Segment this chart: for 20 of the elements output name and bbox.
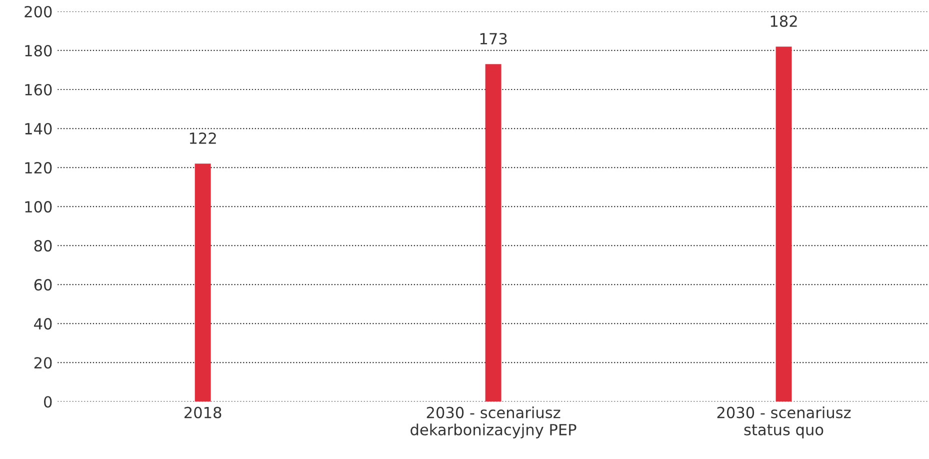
y-tick-label: 120 <box>25 162 52 174</box>
y-tick-label: 140 <box>25 122 52 135</box>
x-tick-label: 2030 - scenariusz status quo <box>717 406 851 438</box>
data-label: 182 <box>770 15 797 27</box>
y-tick-label: 200 <box>24 6 52 18</box>
bar <box>485 64 502 402</box>
y-tick-label: 0 <box>44 396 52 408</box>
x-tick-label: 2018 <box>184 406 222 418</box>
y-tick-label: 40 <box>34 318 52 330</box>
y-tick-label: 60 <box>34 279 52 291</box>
x-tick-label: 2030 - scenariusz dekarbonizacyjny PEP <box>410 406 576 438</box>
data-label: 173 <box>480 32 507 45</box>
y-tick-label: 80 <box>34 240 52 252</box>
bar <box>776 46 792 402</box>
bar <box>194 164 211 402</box>
y-tick-label: 100 <box>25 201 52 213</box>
y-tick-label: 20 <box>34 357 52 369</box>
y-tick-label: 160 <box>25 84 52 96</box>
y-tick-label: 180 <box>25 44 52 57</box>
data-label: 122 <box>190 132 216 144</box>
